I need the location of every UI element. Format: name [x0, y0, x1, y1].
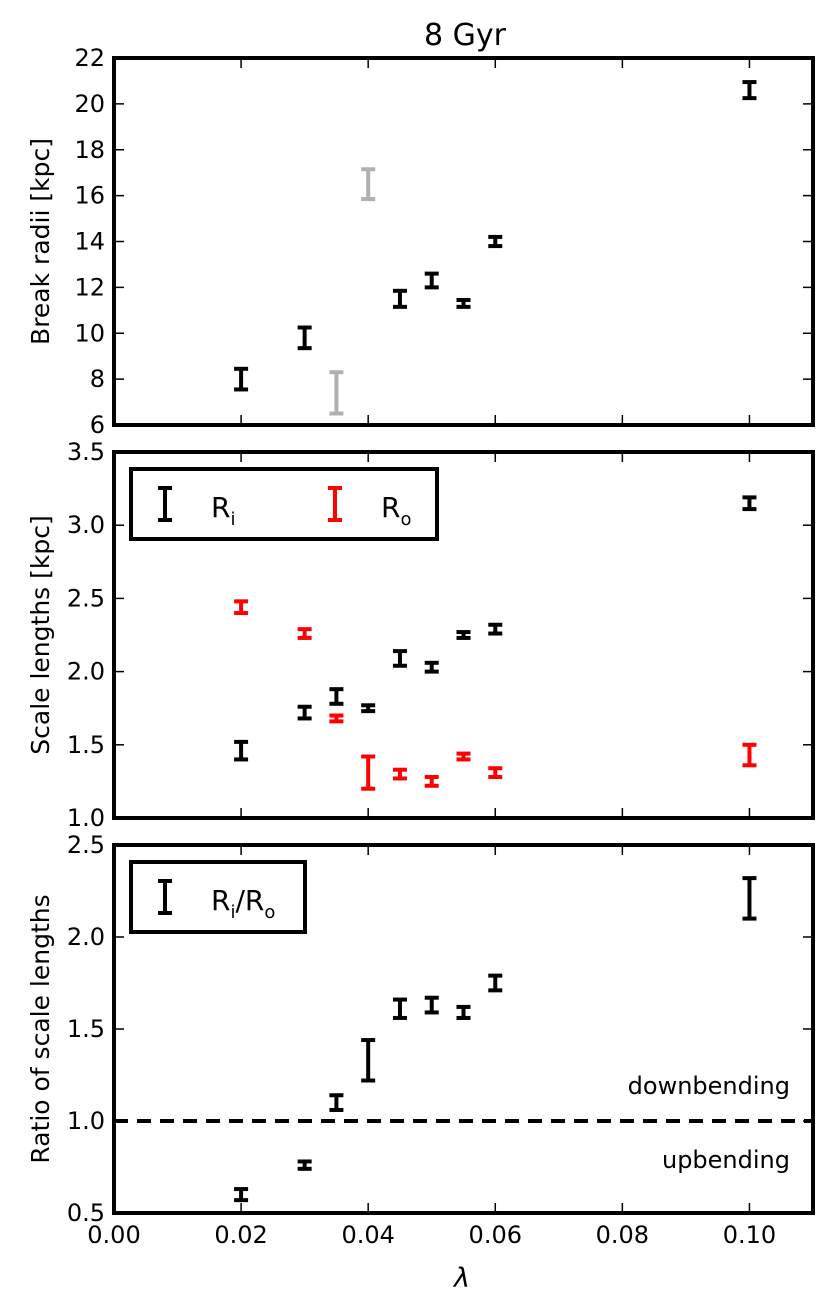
- legend-text: R: [211, 884, 230, 917]
- error-bar: [297, 325, 312, 351]
- y-tick-label: 18: [74, 136, 105, 164]
- legend-subscript: i: [230, 509, 235, 530]
- annotation-downbending: downbending: [628, 1072, 790, 1100]
- annotation-upbending: upbending: [662, 1146, 790, 1174]
- error-bar: [742, 495, 757, 512]
- y-tick-label: 1.0: [67, 804, 105, 832]
- legend-subscript: o: [264, 902, 275, 923]
- error-bar: [456, 751, 471, 762]
- legend-subscript: o: [400, 509, 411, 530]
- y-axis-label: Break radii [kpc]: [26, 138, 55, 345]
- legend-text: /R: [235, 884, 264, 917]
- y-tick-label: 14: [74, 228, 105, 256]
- plot-frame: [112, 450, 815, 820]
- y-tick-label: 0.5: [67, 1199, 105, 1227]
- error-bar: [234, 599, 249, 616]
- legend-text: R: [211, 491, 230, 524]
- error-bar: [234, 739, 249, 762]
- y-tick-label: 3.5: [67, 438, 105, 466]
- error-bar: [234, 1187, 249, 1203]
- error-bar: [329, 687, 344, 706]
- legend-text: R: [381, 491, 400, 524]
- chart-title: 8 Gyr: [424, 18, 507, 53]
- error-bar: [392, 649, 407, 668]
- x-tick-label: 0.06: [469, 1221, 522, 1249]
- error-bar: [424, 995, 439, 1015]
- y-tick-label: 12: [74, 273, 105, 301]
- x-tick-label: 0.10: [723, 1221, 776, 1249]
- error-bar: [424, 271, 439, 290]
- error-bar: [424, 775, 439, 788]
- plot-frame: [112, 56, 815, 427]
- error-bar: [488, 234, 503, 249]
- error-bar: [329, 713, 344, 724]
- error-bar: [361, 1038, 376, 1083]
- x-tick-label: 0.08: [596, 1221, 649, 1249]
- legend: Ri/Ro: [129, 860, 307, 934]
- x-tick-label: 0.02: [214, 1221, 267, 1249]
- legend-label: Ri/Ro: [211, 884, 275, 923]
- error-bar: [742, 742, 757, 768]
- error-bar: [297, 704, 312, 721]
- legend-box: [129, 860, 307, 934]
- y-tick-label: 16: [74, 182, 105, 210]
- error-bar: [361, 167, 376, 202]
- y-axis-label: Scale lengths [kpc]: [26, 515, 55, 754]
- x-axis-label: λ: [452, 1263, 470, 1294]
- error-bar: [361, 703, 376, 714]
- panel-1: 6 8 10 12 14 16 18 20 22 Break radii [kpc]: [26, 44, 815, 439]
- legend-label: Ri: [211, 491, 235, 530]
- y-tick-label: 20: [74, 90, 105, 118]
- error-bar: [456, 1004, 471, 1020]
- y-tick-label: 2.0: [67, 923, 105, 951]
- legend-label: Ro: [381, 491, 411, 530]
- y-tick-label: 6: [90, 411, 105, 439]
- legend-box: [129, 467, 439, 541]
- y-tick-label: 1.5: [67, 731, 105, 759]
- legend-subscript: i: [230, 902, 235, 923]
- error-bar: [456, 297, 471, 309]
- error-bar: [488, 766, 503, 780]
- y-tick-label: 2.5: [67, 831, 105, 859]
- error-bar: [742, 80, 757, 101]
- y-tick-label: 1.5: [67, 1015, 105, 1043]
- error-bar: [329, 370, 344, 416]
- error-bar: [456, 630, 471, 640]
- error-bar: [361, 754, 376, 791]
- error-bar: [234, 366, 249, 392]
- x-tick-label: 0.04: [341, 1221, 394, 1249]
- error-bar: [488, 622, 503, 636]
- y-tick-label: 8: [90, 365, 105, 393]
- error-bar: [329, 1093, 344, 1112]
- error-bar: [392, 997, 407, 1020]
- y-tick-label: 22: [74, 44, 105, 72]
- y-tick-label: 1.0: [67, 1107, 105, 1135]
- error-bar: [297, 627, 312, 640]
- error-bar: [297, 1159, 312, 1171]
- panel-3: 0.5 1.0 1.5 2.0 2.5 0.00 0.02 0.04 0.06 0.08 0.10 R…: [26, 831, 815, 1249]
- y-tick-label: 2.5: [67, 584, 105, 612]
- error-bar: [742, 876, 757, 921]
- legend: Ri Ro: [129, 467, 439, 541]
- error-bar: [488, 973, 503, 993]
- y-tick-label: 3.0: [67, 511, 105, 539]
- x-tick-label: 0.00: [87, 1221, 140, 1249]
- y-tick-label: 2.0: [67, 658, 105, 686]
- error-bar: [392, 767, 407, 781]
- error-bar: [392, 288, 407, 309]
- error-bar: [424, 660, 439, 674]
- y-axis-label: Ratio of scale lengths: [26, 894, 55, 1163]
- y-tick-label: 10: [74, 319, 105, 347]
